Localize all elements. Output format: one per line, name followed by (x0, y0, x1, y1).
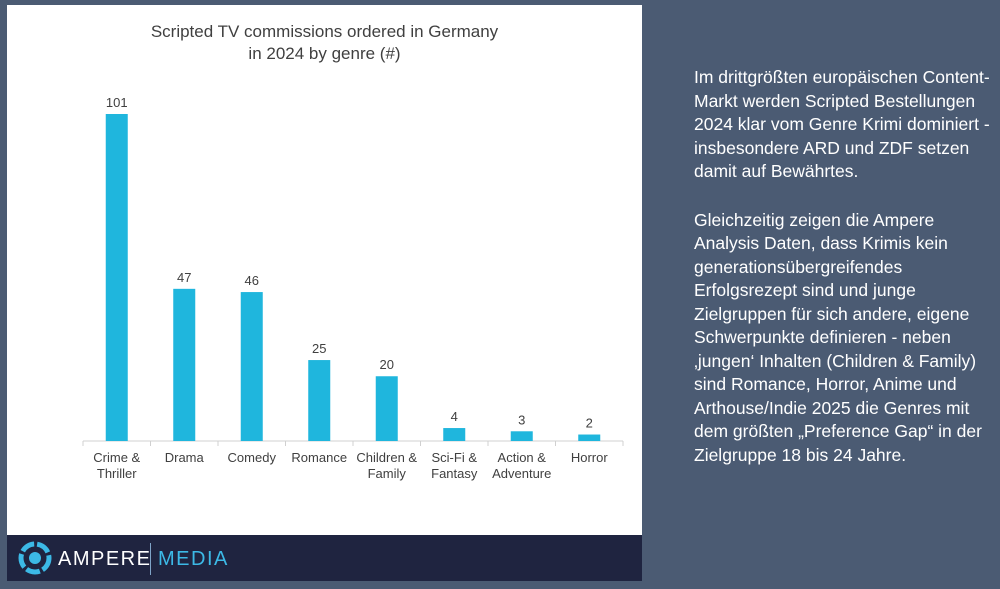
ampere-logo-icon (18, 541, 52, 575)
bar (173, 288, 196, 441)
commentary-paragraph-1: Im drittgrößten europäischen Content-Mar… (694, 67, 990, 181)
brand-footer: AMPERE MEDIA (7, 535, 642, 581)
data-label: 47 (177, 270, 191, 285)
x-tick-label: Crime & Thriller (93, 450, 140, 481)
x-tick-label: Action & Adventure (492, 450, 551, 481)
x-tick-label: Horror (571, 450, 609, 465)
bar (578, 434, 601, 441)
x-tick-label: Drama (165, 450, 205, 465)
data-label: 101 (106, 95, 128, 110)
commentary-panel: Im drittgrößten europäischen Content-Mar… (694, 66, 990, 492)
x-tick-label: Romance (291, 450, 347, 465)
bar (105, 114, 128, 441)
data-label: 46 (245, 273, 259, 288)
bar (375, 376, 398, 441)
bar (308, 360, 331, 441)
brand-name-media: MEDIA (158, 548, 229, 570)
bar-chart: 101 Crime & Thriller 47 Drama 46 Comedy 25 Roman… (82, 95, 624, 481)
chart-card: Scripted TV commissions ordered in Germa… (7, 5, 642, 581)
data-label: 4 (451, 409, 458, 424)
commentary-paragraph-2: Gleichzeitig zeigen die Ampere Analysis … (694, 209, 982, 465)
x-tick-label: Children & Family (356, 450, 417, 481)
bar (510, 431, 533, 441)
data-label: 20 (380, 357, 394, 372)
x-tick-label: Comedy (228, 450, 277, 465)
data-label: 25 (312, 341, 326, 356)
bar (443, 428, 466, 441)
brand-divider (150, 543, 151, 575)
data-label: 3 (518, 412, 525, 427)
x-tick-label: Sci-Fi & Fantasy (431, 450, 478, 481)
bar (240, 292, 263, 441)
chart-title: Scripted TV commissions ordered in Germa… (150, 22, 499, 63)
brand-name-ampere: AMPERE (58, 548, 152, 570)
data-label: 2 (586, 416, 593, 431)
